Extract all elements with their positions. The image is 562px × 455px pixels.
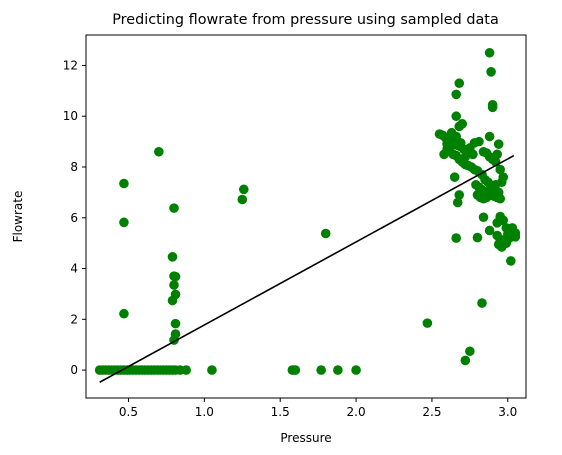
scatter-point (351, 365, 361, 375)
scatter-point (478, 212, 489, 223)
y-tick-label: 4 (70, 262, 78, 276)
scatter-point (169, 203, 179, 213)
scatter-point (465, 346, 475, 357)
scatter-point (457, 119, 468, 129)
x-tick-label: 1.0 (195, 405, 214, 419)
scatter-point (439, 149, 449, 160)
y-tick-label: 12 (63, 58, 78, 72)
scatter-point (449, 172, 460, 182)
scatter-point (493, 139, 504, 149)
scatter-point (290, 365, 301, 375)
scatter-point (119, 178, 129, 189)
scatter-point (451, 233, 462, 243)
y-tick-label: 8 (70, 160, 78, 174)
y-tick-label: 2 (70, 312, 78, 326)
x-tick-label: 0.5 (119, 405, 138, 419)
y-axis-ticks: 0 2 4 6 8 10 12 (63, 58, 86, 377)
scatter-point (422, 318, 433, 328)
x-axis-label: Pressure (280, 431, 331, 445)
scatter-point (502, 229, 513, 240)
y-axis-label: Flowrate (11, 191, 25, 243)
scatter-point (498, 215, 509, 226)
scatter-point (484, 225, 495, 236)
scatter-point (320, 228, 331, 239)
fit-line-layer (99, 154, 515, 383)
plot-frame (85, 34, 527, 399)
scatter-point (452, 197, 463, 208)
scatter-point (474, 136, 484, 147)
scatter-point (207, 365, 217, 375)
x-tick-label: 2.0 (347, 405, 366, 419)
scatter-point (451, 89, 462, 100)
scatter-point (167, 295, 178, 306)
scatter-point (506, 256, 516, 266)
scatter-point (481, 192, 492, 203)
x-axis-ticks: 0.5 1.0 1.5 2.0 2.5 3.0 (119, 398, 517, 419)
y-tick-label: 6 (70, 211, 78, 225)
x-tick-label: 3.0 (498, 405, 517, 419)
scatter-point (442, 139, 452, 149)
y-tick-label: 0 (70, 363, 78, 377)
scatter-point (460, 152, 471, 162)
scatter-point (455, 138, 466, 148)
scatter-point (154, 146, 164, 157)
scatter-point (119, 217, 129, 228)
scatter-point (495, 164, 506, 175)
scatter-point (484, 47, 495, 58)
scatter-point (181, 365, 191, 375)
scatter-point (472, 232, 483, 243)
scatter-point (484, 131, 495, 142)
scatter-point (169, 280, 179, 290)
scatter-point (238, 184, 249, 195)
scatter-point (454, 78, 465, 89)
scatter-point (496, 242, 507, 252)
scatter-point (237, 194, 248, 205)
scatter-point (477, 298, 487, 308)
y-tick-label: 10 (63, 109, 78, 123)
scatter-point (460, 355, 471, 366)
scatter-point (170, 271, 181, 282)
scatter-point (119, 308, 129, 319)
scatter-point (316, 365, 326, 375)
scatter-point (167, 252, 178, 262)
chart-title: Predicting flowrate from pressure using … (112, 12, 499, 28)
scatter-point (486, 67, 496, 77)
x-tick-label: 1.5 (271, 405, 290, 419)
scatter-point (170, 318, 181, 329)
scatter-point (498, 172, 509, 182)
x-tick-label: 2.5 (422, 405, 441, 419)
scatter-point (487, 102, 498, 113)
scatter-point (333, 365, 343, 375)
scatter-point (454, 190, 465, 200)
scatter-point (492, 149, 502, 160)
fit-line (99, 154, 515, 383)
scatter-point (451, 111, 462, 122)
scatter-points (94, 47, 521, 375)
scatter-point (487, 185, 498, 195)
scatter-point (483, 177, 493, 188)
scatter-point (510, 232, 521, 242)
